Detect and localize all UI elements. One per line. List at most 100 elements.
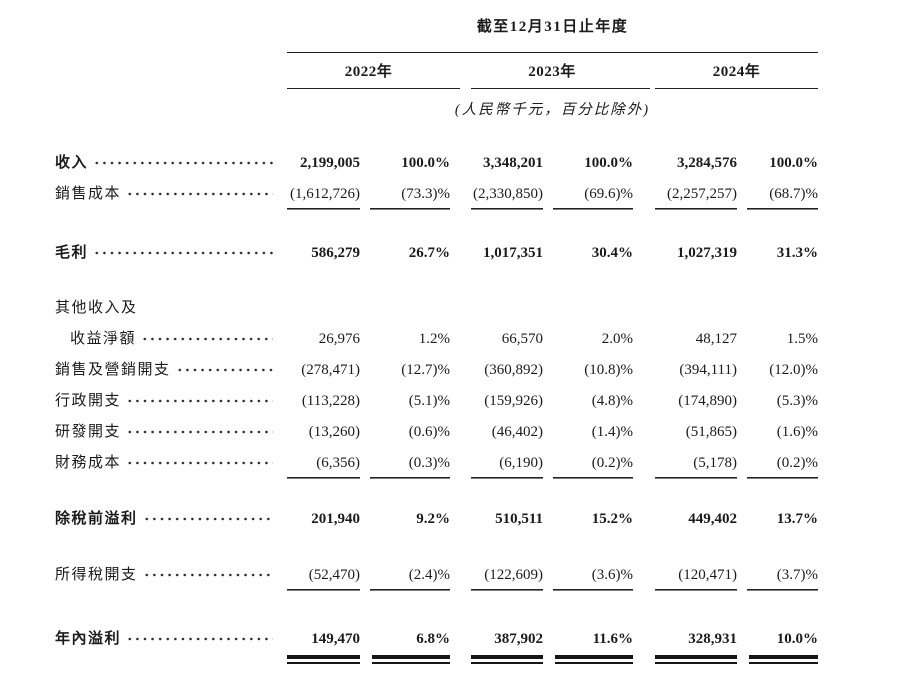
row-label: 行政開支 (55, 393, 122, 409)
row-label-cell: 除稅前溢利 (55, 504, 287, 535)
table-row: 年內溢利 149,470 6.8% 387,902 11.6% 328,931 … (55, 624, 818, 664)
value-cell-2023: (122,609) (471, 560, 543, 591)
table-row: 財務成本 (6,356) (0.3)% (6,190) (0.2)% (5,17… (55, 448, 818, 479)
value-cell-2024: 1,027,319 (677, 245, 737, 261)
value-cell-2022: (278,471) (301, 362, 360, 378)
percent-cell-2024: (1.6)% (776, 424, 818, 440)
row-label: 收益淨額 (70, 331, 137, 347)
year-column-header: 2023年 (528, 64, 576, 80)
column-gap (633, 624, 655, 655)
percent-cell-2022: 26.7% (408, 245, 450, 261)
table-row: 銷售成本 (1,612,726) (73.3)% (2,330,850) (69… (55, 179, 818, 210)
row-label-cell: 銷售及營銷開支 (55, 355, 287, 386)
percent-cell-2023: (10.8)% (584, 362, 633, 378)
value-cell-2024: 328,931 (655, 624, 737, 664)
table-body: 收入 2,199,005 100.0% 3,348,201 100.0% 3,2… (55, 148, 818, 664)
percent-cell-2023: (3.6)% (543, 560, 633, 591)
value-cell-2024: (120,471) (655, 560, 737, 591)
dot-leader (126, 192, 273, 196)
column-gap (450, 324, 471, 355)
value-cell-2022 (287, 293, 360, 324)
percent-cell-2022: (12.7)% (401, 362, 450, 378)
column-gap (450, 386, 471, 417)
dot-leader (141, 337, 273, 341)
percent-cell-2023: (4.8)% (591, 393, 633, 409)
row-label-cell: 財務成本 (55, 448, 287, 479)
value-cell-2022: 586,279 (311, 245, 360, 261)
value-cell-2023: 66,570 (501, 331, 543, 347)
percent-cell-2024: 13.7% (776, 511, 818, 527)
column-gap (450, 624, 471, 655)
column-gap (633, 560, 655, 591)
column-gap (450, 293, 471, 324)
percent-cell-2022: 100.0% (401, 155, 450, 171)
table-row: 收入 2,199,005 100.0% 3,348,201 100.0% 3,2… (55, 148, 818, 179)
table-section: 所得稅開支 (52,470) (2.4)% (122,609) (3.6)% (… (55, 560, 818, 591)
row-label: 銷售成本 (55, 186, 122, 202)
year-column-rule (655, 88, 818, 89)
percent-cell-2023: (0.2)% (543, 448, 633, 479)
percent-cell-2024: (68.7)% (737, 179, 818, 210)
year-column-header: 2024年 (712, 64, 761, 80)
value-cell-2024: (174,890) (678, 393, 737, 409)
value-cell-2022: 26,976 (318, 331, 360, 347)
value-cell-2022: (13,260) (308, 424, 360, 440)
row-label-cell: 其他收入及 (55, 293, 287, 324)
table-section: 其他收入及 收益淨額 26,976 1.2% 66,570 2.0% 48,12… (55, 293, 818, 479)
year-column-rule (471, 88, 650, 89)
year-column-group: 2022年 (287, 53, 460, 89)
table-row: 銷售及營銷開支 (278,471) (12.7)% (360,892) (10.… (55, 355, 818, 386)
value-cell-2022: (6,356) (287, 448, 360, 479)
row-label: 其他收入及 (55, 300, 138, 316)
value-cell-2024: (394,111) (679, 362, 737, 378)
row-label: 除稅前溢利 (55, 511, 138, 527)
value-cell-2023: 3,348,201 (483, 155, 543, 171)
year-column-rule (287, 88, 460, 89)
value-cell-2023: 510,511 (495, 511, 543, 527)
row-label-cell: 研發開支 (55, 417, 287, 448)
column-gap (633, 417, 655, 448)
value-cell-2023: (2,330,850) (471, 179, 543, 210)
row-label: 年內溢利 (55, 631, 122, 647)
percent-cell-2024: (12.0)% (769, 362, 818, 378)
dot-leader (126, 461, 273, 465)
percent-cell-2024: 10.0% (737, 624, 818, 664)
percent-cell-2022: (5.1)% (408, 393, 450, 409)
row-label: 毛利 (55, 245, 89, 261)
value-cell-2023: 387,902 (471, 624, 543, 664)
table-section: 除稅前溢利 201,940 9.2% 510,511 15.2% 449,402… (55, 504, 818, 535)
percent-cell-2022: (2.4)% (360, 560, 450, 591)
percent-cell-2023: 2.0% (601, 331, 633, 347)
header-spacer (55, 16, 287, 53)
value-cell-2023: 1,017,351 (483, 245, 543, 261)
column-gap (450, 355, 471, 386)
value-cell-2022: 149,470 (287, 624, 360, 664)
column-gap (633, 148, 655, 179)
percent-cell-2024 (737, 293, 818, 324)
dot-leader (175, 368, 273, 372)
value-cell-2023: (159,926) (484, 393, 543, 409)
value-cell-2024: 48,127 (695, 331, 737, 347)
percent-cell-2024: (5.3)% (776, 393, 818, 409)
period-header-row: 截至12月31日止年度 (55, 16, 818, 53)
row-label-cell: 年內溢利 (55, 624, 287, 655)
value-cell-2024 (655, 293, 737, 324)
column-gap (633, 179, 655, 210)
period-header: 截至12月31日止年度 (287, 16, 818, 53)
column-gap (633, 293, 655, 324)
value-cell-2022: 2,199,005 (300, 155, 360, 171)
dot-leader (126, 399, 273, 403)
income-statement-table: 截至12月31日止年度 2022年 2023年 2024年 (人民幣千元，百分比除外… (55, 0, 818, 664)
row-label: 研發開支 (55, 424, 122, 440)
row-label: 財務成本 (55, 455, 122, 471)
percent-cell-2024: 100.0% (769, 155, 818, 171)
dot-leader (93, 251, 273, 255)
table-section: 年內溢利 149,470 6.8% 387,902 11.6% 328,931 … (55, 624, 818, 664)
column-gap (450, 238, 471, 269)
column-gap (450, 179, 471, 210)
percent-cell-2022 (360, 293, 450, 324)
table-row: 收益淨額 26,976 1.2% 66,570 2.0% 48,127 1.5% (55, 324, 818, 355)
percent-cell-2022: (0.6)% (408, 424, 450, 440)
column-gap (450, 148, 471, 179)
